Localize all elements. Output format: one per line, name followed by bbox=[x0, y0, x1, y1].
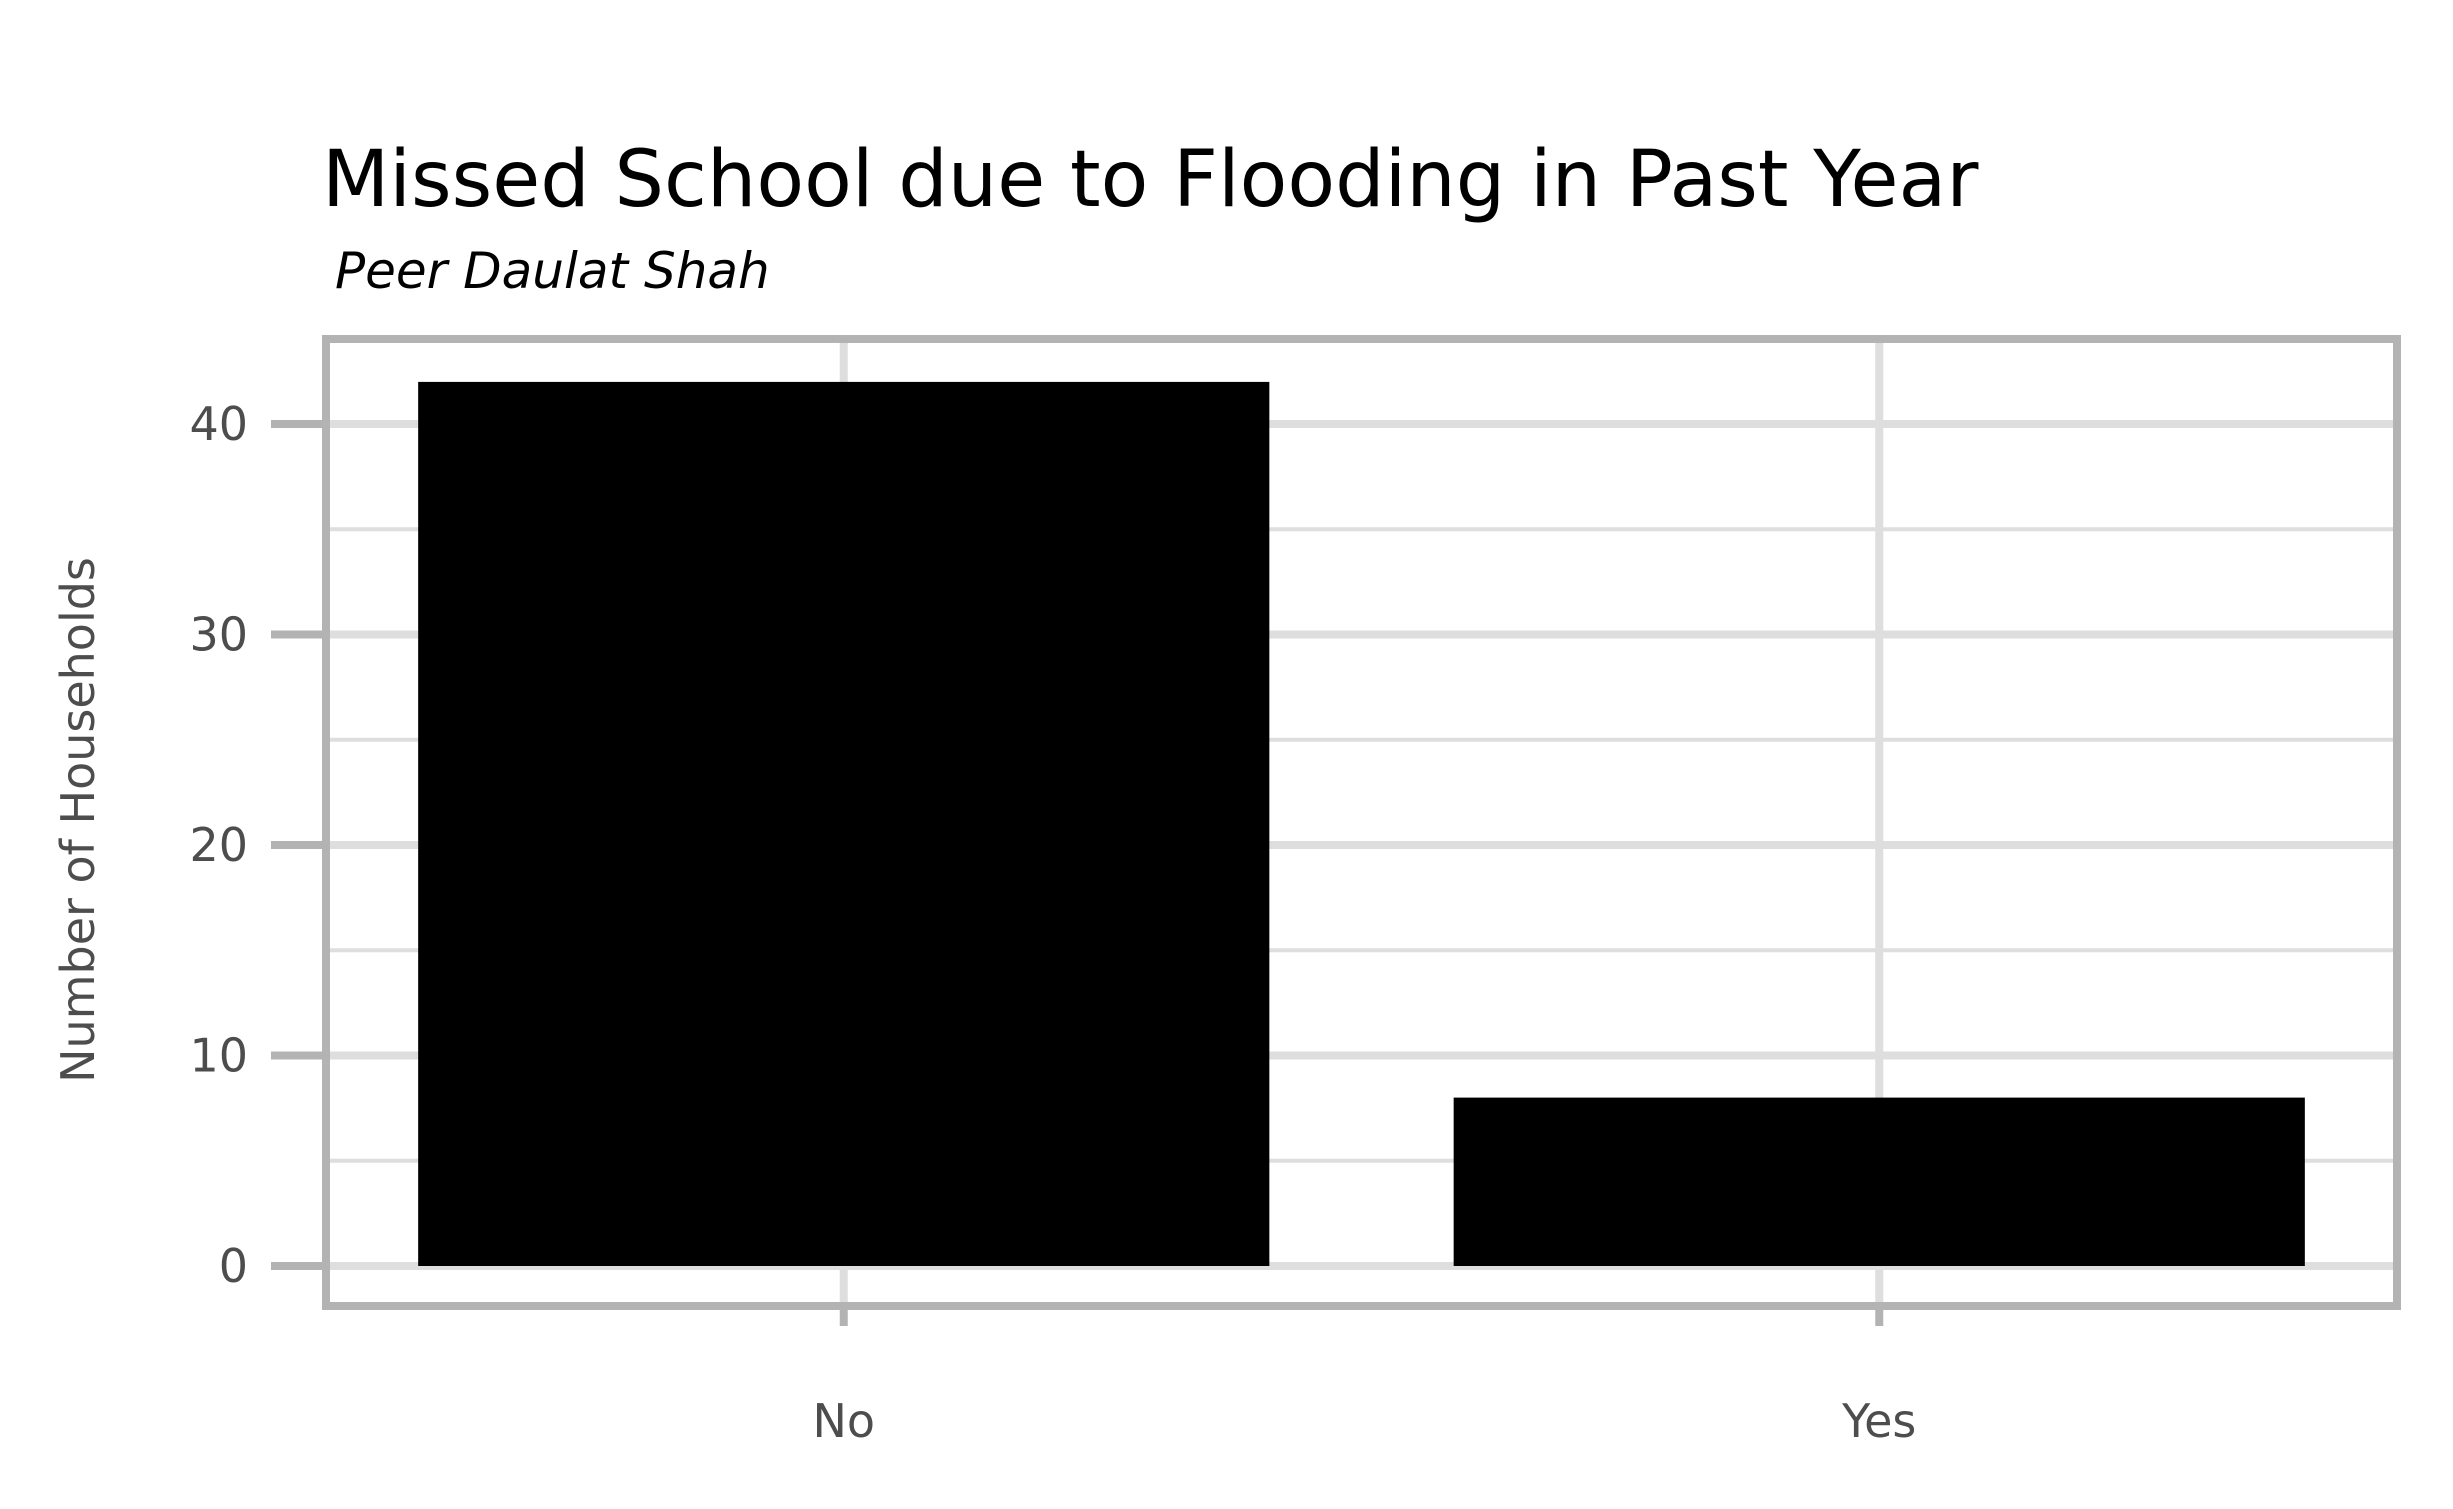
y-tick-label: 40 bbox=[189, 397, 248, 451]
panel-border bbox=[322, 335, 2401, 1310]
bars bbox=[418, 381, 2305, 1266]
bar-no bbox=[418, 381, 1270, 1266]
y-tick-label: 0 bbox=[219, 1239, 248, 1293]
y-tick-label: 10 bbox=[189, 1029, 248, 1083]
x-tick-label: No bbox=[812, 1394, 875, 1448]
y-axis: 0 10 20 30 40 bbox=[189, 397, 326, 1293]
y-tick-label: 20 bbox=[189, 818, 248, 872]
bar-yes bbox=[1453, 1097, 2305, 1266]
y-tick-label: 30 bbox=[189, 608, 248, 662]
chart-title: Missed School due to Flooding in Past Ye… bbox=[322, 135, 1979, 225]
x-tick-label: Yes bbox=[1841, 1394, 1916, 1448]
chart-subtitle: Peer Daulat Shah bbox=[335, 242, 770, 300]
x-axis: No Yes bbox=[812, 1306, 1916, 1448]
y-axis-title: Number of Households bbox=[51, 557, 105, 1083]
